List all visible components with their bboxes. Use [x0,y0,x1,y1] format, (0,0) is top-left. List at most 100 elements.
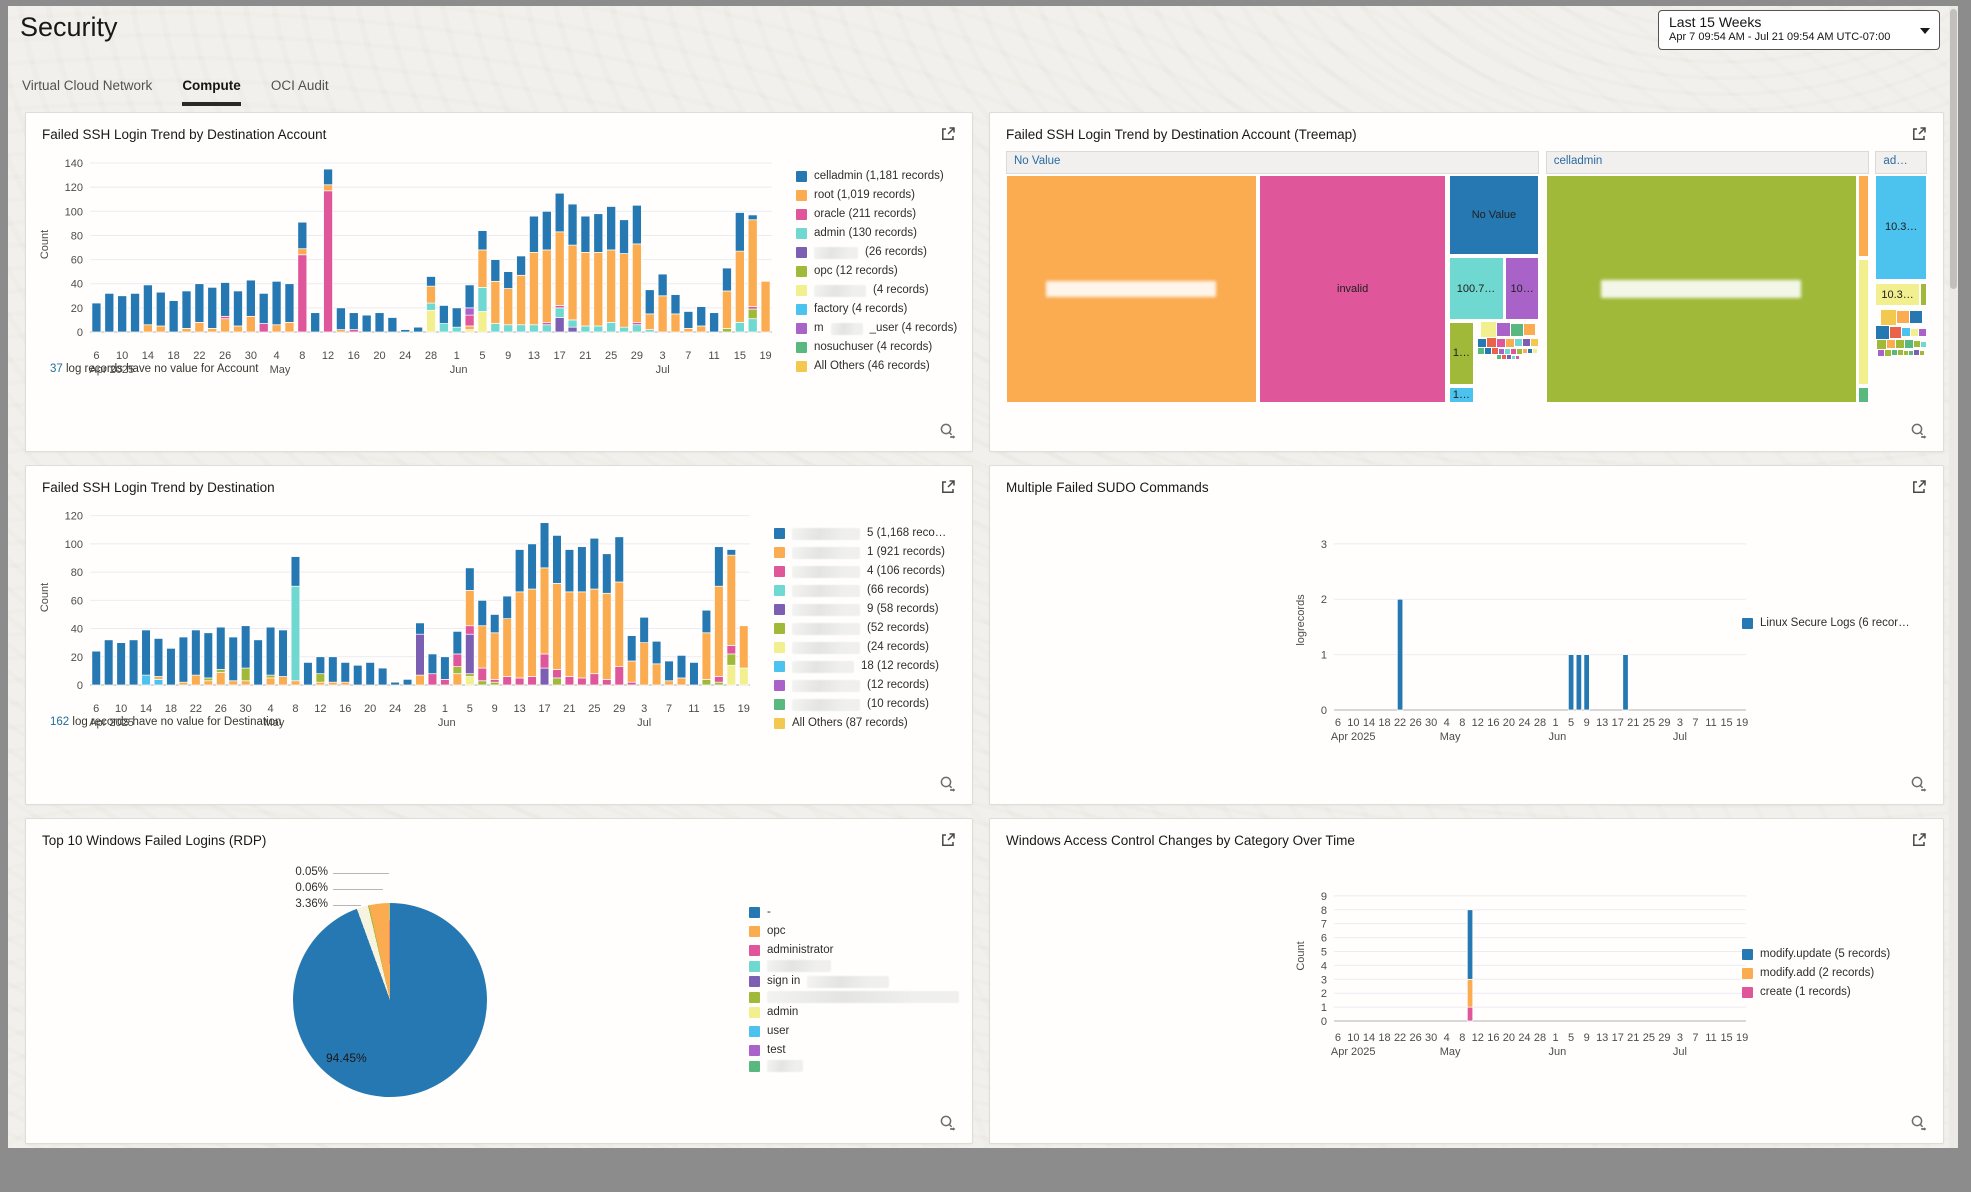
tab-virtual-cloud-network[interactable]: Virtual Cloud Network [22,78,153,93]
treemap-cell[interactable] [1920,283,1927,307]
legend-item: sign in [749,972,959,991]
svg-text:Jul: Jul [1673,1046,1687,1058]
scrollbar-thumb[interactable] [1950,9,1957,289]
svg-text:Jun: Jun [450,364,468,376]
svg-text:80: 80 [71,230,83,242]
svg-text:17: 17 [538,703,550,715]
svg-text:20: 20 [1503,1032,1515,1044]
legend-swatch [796,209,807,220]
svg-text:24: 24 [1518,717,1530,729]
svg-text:30: 30 [240,703,252,715]
svg-text:5: 5 [1568,1032,1574,1044]
svg-text:12: 12 [1472,717,1484,729]
treemap-mosaic [1875,309,1927,403]
svg-text:12: 12 [1472,1032,1484,1044]
svg-text:26: 26 [1409,717,1421,729]
treemap-cell[interactable]: No Value [1448,175,1540,255]
svg-text:20: 20 [71,303,83,315]
legend-item: administrator [749,941,959,960]
treemap-cell[interactable] [1545,175,1857,403]
svg-text:20: 20 [373,350,385,362]
treemap-cell[interactable]: 10… [1505,256,1540,321]
export-button[interactable] [936,829,960,853]
svg-text:2: 2 [1321,594,1327,606]
tab-compute[interactable]: Compute [182,78,241,106]
treemap-group-header[interactable]: No Value [1006,151,1540,174]
treemap-group: ad… 10.3… 10.3… [1875,151,1927,403]
treemap-cell[interactable]: 1… [1448,387,1475,403]
redacted-text [792,698,860,711]
redacted-text [792,679,860,692]
export-button[interactable] [1907,123,1931,147]
legend-item: admin [749,1003,959,1022]
svg-text:11: 11 [1705,1032,1716,1044]
svg-text:3: 3 [660,350,666,362]
log-search-button[interactable] [936,421,960,445]
svg-text:9: 9 [505,350,511,362]
scrollbar[interactable] [1949,6,1958,1148]
legend-swatch [774,566,785,577]
legend-item: opc [749,922,959,941]
legend-item: All Others (46 records) [796,357,966,376]
panel-ssh-account: Failed SSH Login Trend by Destination Ac… [25,112,973,452]
export-button[interactable] [936,123,960,147]
rdp-pie-chart[interactable] [293,903,487,1097]
svg-text:28: 28 [414,703,426,715]
log-search-button[interactable] [1907,1113,1931,1137]
svg-text:24: 24 [399,350,411,362]
panel-ssh-account-treemap: Failed SSH Login Trend by Destination Ac… [989,112,1944,452]
legend-swatch [774,547,785,558]
svg-text:14: 14 [142,350,154,362]
treemap-cell[interactable]: 100.7… [1448,256,1504,321]
svg-text:May: May [264,717,285,729]
tab-oci-audit[interactable]: OCI Audit [270,78,329,93]
treemap-cell[interactable]: 10.3… [1875,175,1927,280]
treemap-group-header[interactable]: ad… [1875,151,1927,174]
log-search-button[interactable] [1907,774,1931,798]
tab-bar: Virtual Cloud Network Compute OCI Audit [22,78,329,106]
panel-title: Windows Access Control Changes by Catego… [1006,833,1355,848]
treemap-group-header[interactable]: celladmin [1545,151,1869,174]
legend-swatch [1742,968,1753,979]
treemap-cell[interactable]: 1… [1448,322,1475,385]
treemap-cell[interactable]: invalid [1258,175,1447,403]
time-range-select[interactable]: Last 15 Weeks Apr 7 09:54 AM - Jul 21 09… [1658,10,1940,50]
svg-text:21: 21 [563,703,575,715]
svg-text:0: 0 [77,327,83,339]
footnote: 37 log records have no value for Account [50,363,258,375]
svg-text:3: 3 [1677,1032,1683,1044]
treemap-cell[interactable] [1006,175,1257,403]
legend-swatch [1742,987,1753,998]
svg-text:8: 8 [1459,717,1465,729]
open-in-new-icon [1913,479,1926,493]
callout-line [333,905,361,906]
open-in-new-icon [942,832,955,846]
legend-item: m _user (4 records) [796,319,966,338]
log-search-button[interactable] [936,1113,960,1137]
treemap-cell[interactable] [1857,259,1869,385]
svg-text:4: 4 [1444,717,1450,729]
svg-text:29: 29 [1658,1032,1670,1044]
svg-text:Apr 2025: Apr 2025 [1331,1046,1376,1058]
treemap-cell[interactable] [1857,175,1869,258]
redacted-text [792,641,860,654]
export-button[interactable] [936,476,960,500]
log-search-button[interactable] [936,774,960,798]
export-button[interactable] [1907,829,1931,853]
treemap-cell[interactable] [1857,387,1869,403]
ssh-account-treemap: No Value invalid No Value 100.7… 10… 1… 1… cell… [1006,151,1927,403]
treemap-cell[interactable]: 10.3… [1875,283,1920,307]
svg-text:7: 7 [666,703,672,715]
redacted-text [830,322,863,335]
legend-item: All Others (87 records) [774,714,966,733]
log-search-button[interactable] [1907,421,1931,445]
svg-text:16: 16 [1487,717,1499,729]
rdp-pie-legend: - opc administrator sign in admin user test [749,903,959,1072]
svg-text:Jun: Jun [1549,731,1567,743]
export-button[interactable] [1907,476,1931,500]
svg-text:21: 21 [579,350,591,362]
treemap-group: No Value invalid No Value 100.7… 10… 1… 1… [1006,151,1540,403]
svg-text:Count: Count [1295,941,1307,970]
svg-text:20: 20 [364,703,376,715]
legend-swatch [774,699,785,710]
